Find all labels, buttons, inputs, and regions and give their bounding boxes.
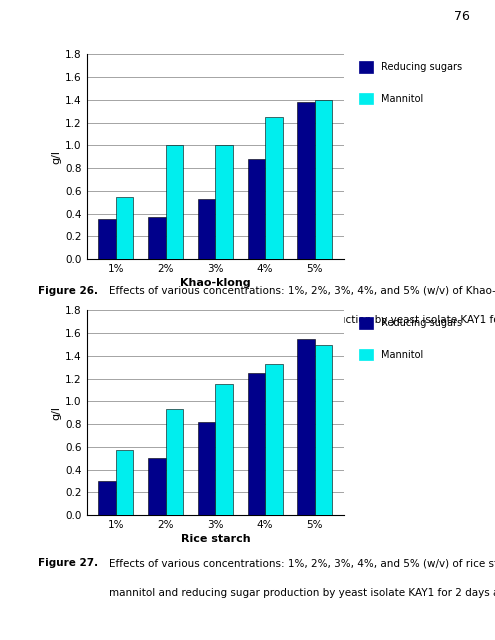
Bar: [265, 364, 283, 515]
Text: mannitol and reducing sugar production by yeast isolate KAY1 for 2 days at 30°C.: mannitol and reducing sugar production b…: [109, 588, 495, 598]
Text: Effects of various concentrations: 1%, 2%, 3%, 4%, and 5% (w/v) of Khao-klong: Effects of various concentrations: 1%, 2…: [109, 285, 495, 296]
Text: Effects of various concentrations: 1%, 2%, 3%, 4%, and 5% (w/v) of rice starch o: Effects of various concentrations: 1%, 2…: [109, 558, 495, 568]
Bar: [148, 458, 165, 515]
Bar: [165, 410, 183, 515]
Bar: [215, 145, 233, 259]
Legend: Reducing sugars, Mannitol: Reducing sugars, Mannitol: [356, 316, 464, 362]
Bar: [297, 339, 315, 515]
Text: Figure 26.: Figure 26.: [39, 285, 99, 296]
Y-axis label: g/l: g/l: [51, 150, 61, 164]
Bar: [148, 217, 165, 259]
Bar: [99, 220, 116, 259]
Bar: [116, 451, 133, 515]
Bar: [248, 159, 265, 259]
Bar: [198, 422, 215, 515]
X-axis label: Rice starch: Rice starch: [181, 534, 250, 544]
Bar: [165, 145, 183, 259]
Bar: [116, 196, 133, 259]
Bar: [297, 102, 315, 259]
Bar: [99, 481, 116, 515]
Y-axis label: g/l: g/l: [51, 406, 61, 420]
Bar: [248, 373, 265, 515]
Bar: [198, 199, 215, 259]
Text: Figure 27.: Figure 27.: [39, 558, 99, 568]
Bar: [315, 100, 332, 259]
Bar: [215, 385, 233, 515]
Bar: [265, 117, 283, 259]
Text: 76: 76: [454, 10, 470, 22]
Text: starch on mannitol and reducing sugar production by yeast isolate KAY1 for 2 day: starch on mannitol and reducing sugar pr…: [109, 315, 495, 325]
Legend: Reducing sugars, Mannitol: Reducing sugars, Mannitol: [356, 60, 464, 106]
Bar: [315, 344, 332, 515]
X-axis label: Khao-klong: Khao-klong: [180, 278, 250, 288]
Text: 30°C.: 30°C.: [109, 344, 138, 354]
